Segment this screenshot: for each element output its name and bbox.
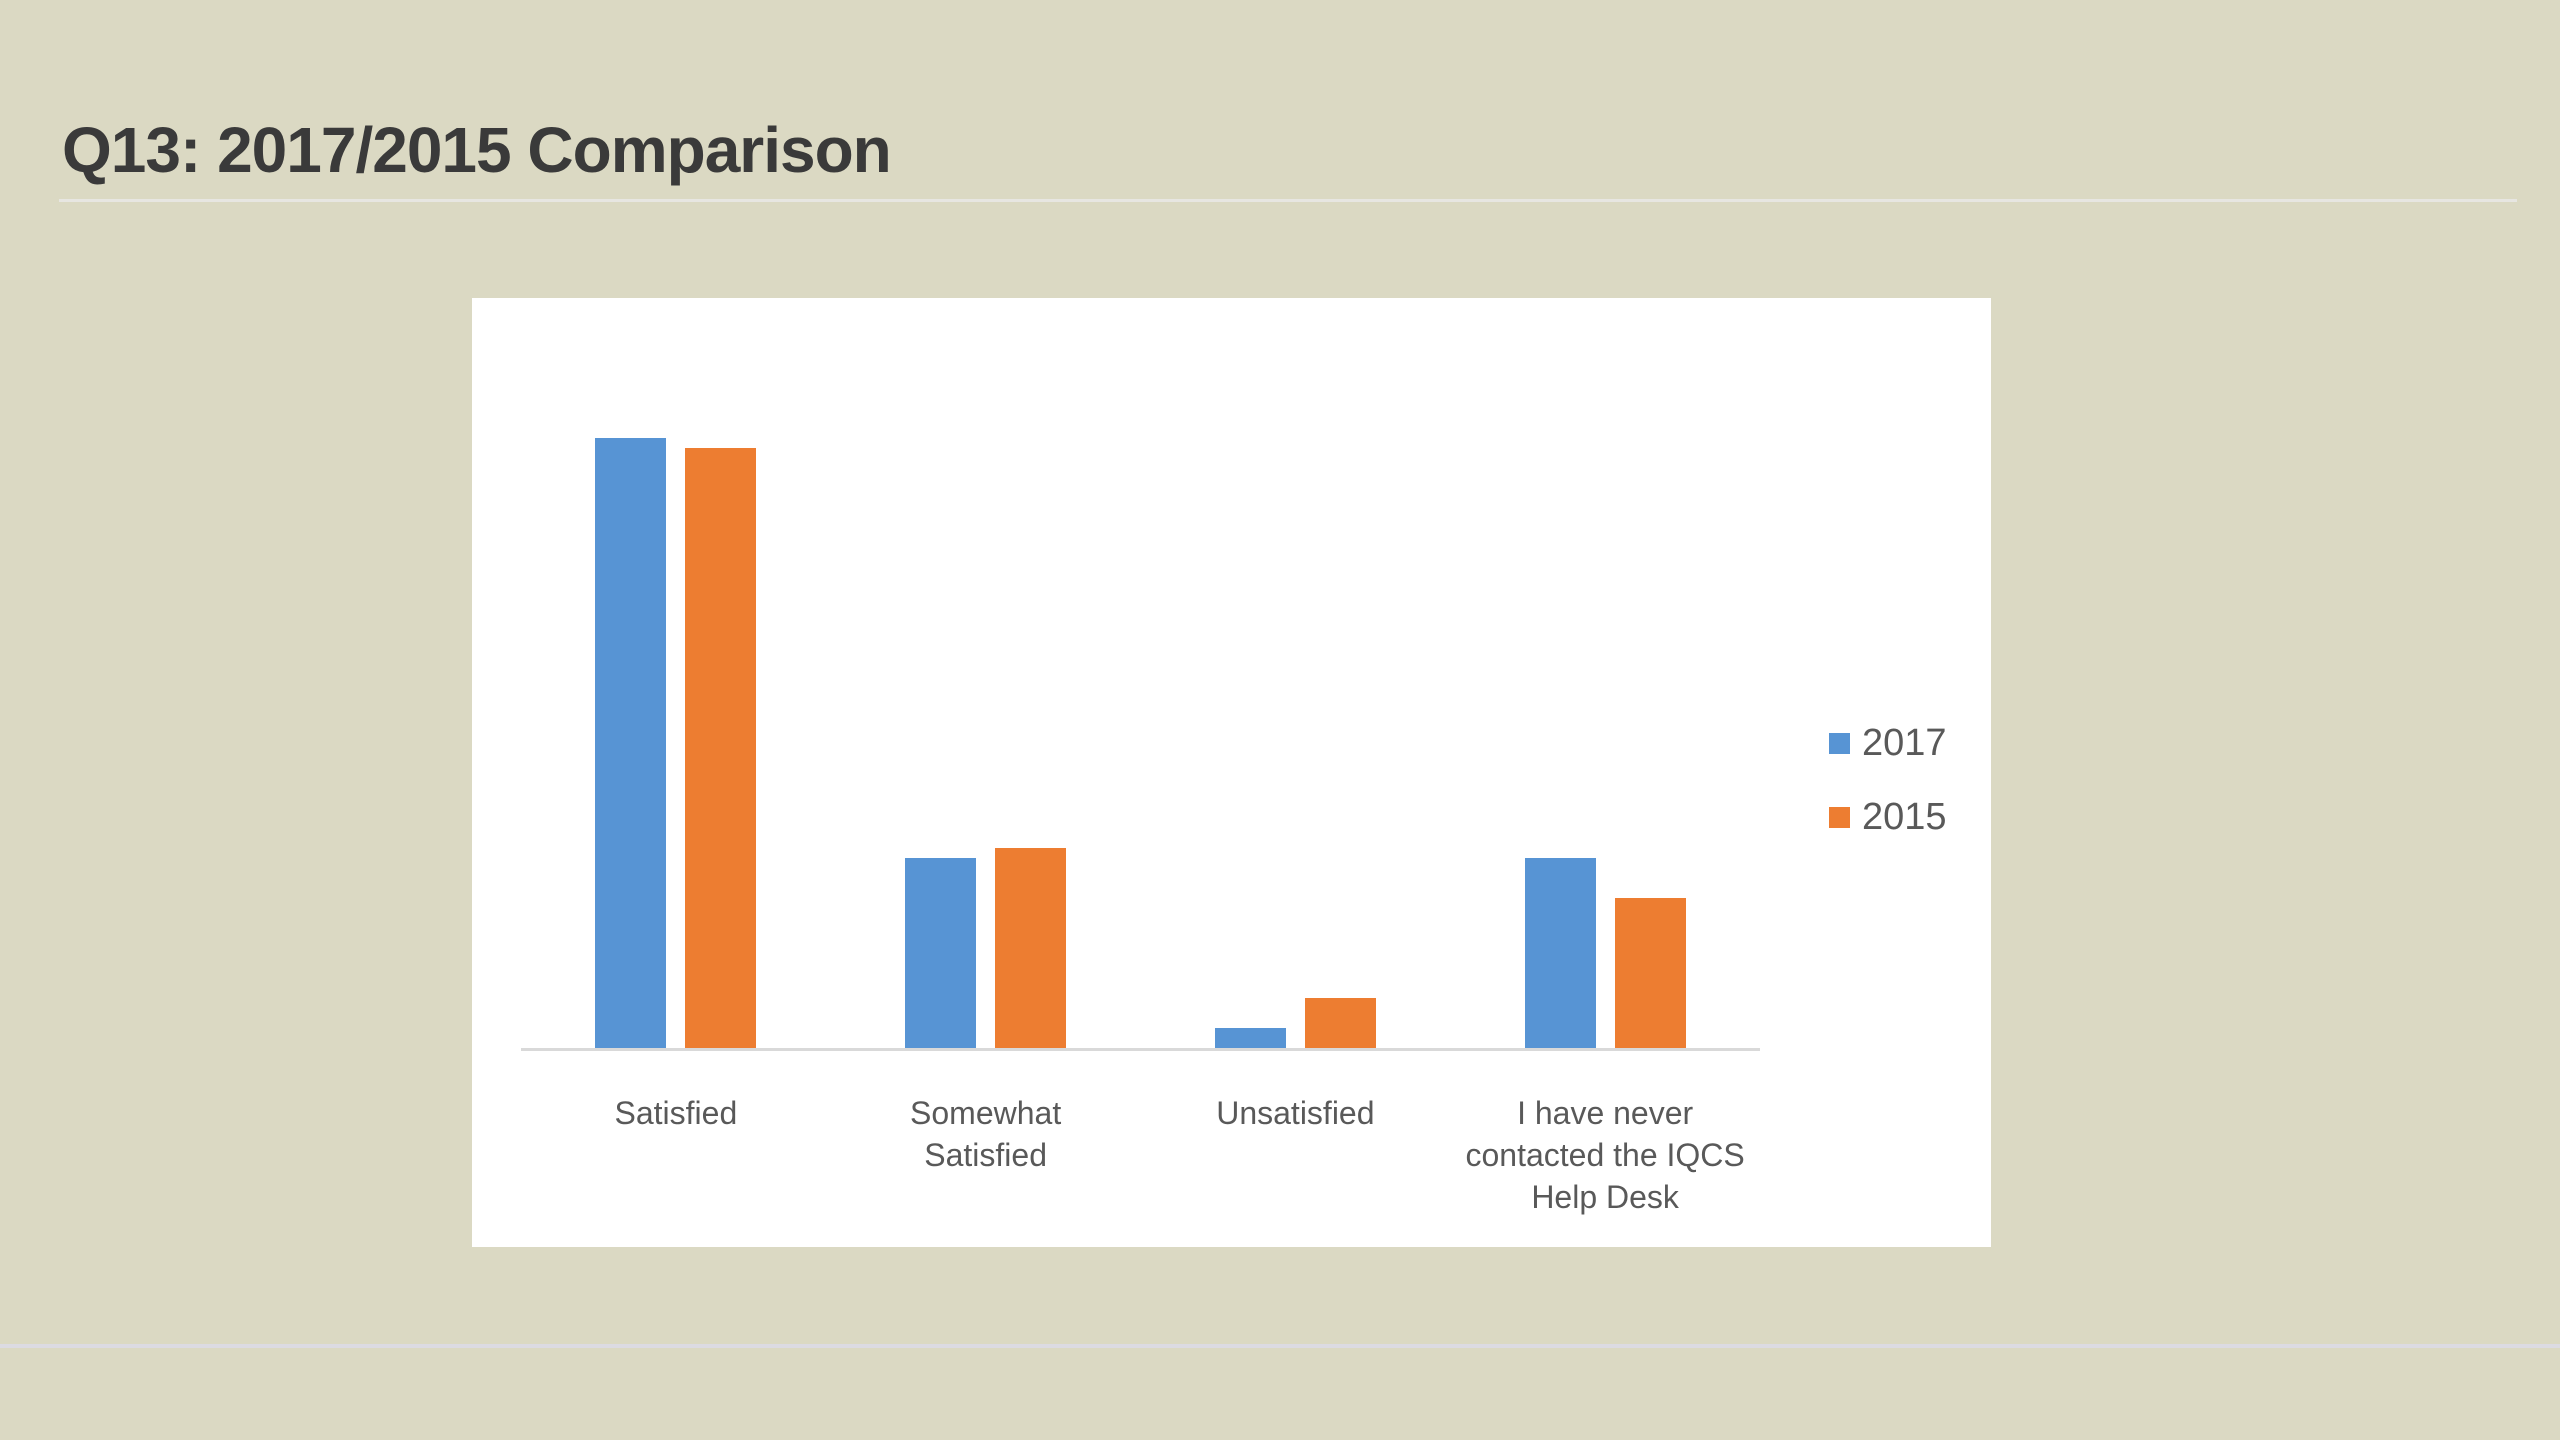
bar-2015-somewhat-satisfied bbox=[995, 848, 1067, 1048]
bar-group-somewhat-satisfied bbox=[831, 298, 1141, 1048]
bar-2015-unsatisfied bbox=[1304, 998, 1376, 1048]
bar-2015-satisfied bbox=[685, 448, 757, 1048]
x-axis-line bbox=[521, 1048, 1760, 1051]
bar-group-i-have-never-contacted-the-iqcs-help-des bbox=[1450, 298, 1760, 1048]
bar-group-satisfied bbox=[521, 298, 831, 1048]
bar-2017-somewhat-satisfied bbox=[905, 858, 977, 1048]
x-axis-label-somewhat-satisfied: Somewhat Satisfied bbox=[910, 1095, 1062, 1173]
bar-2017-satisfied bbox=[595, 438, 667, 1048]
legend-label-2015: 2015 bbox=[1862, 796, 1947, 838]
plot-area bbox=[472, 298, 1991, 1048]
legend-swatch-2015 bbox=[1829, 806, 1850, 828]
legend-item-2017: 2017 bbox=[1829, 721, 1947, 765]
bar-2017-unsatisfied bbox=[1214, 1028, 1286, 1048]
bar-2015-i-have-never-contacted-the-iqcs-help-des bbox=[1614, 898, 1686, 1048]
title-divider bbox=[59, 199, 2517, 202]
bar-2017-i-have-never-contacted-the-iqcs-help-des bbox=[1524, 858, 1596, 1048]
x-axis-label-i-have-never-contacted-the-iqcs-help-des: I have never contacted the IQCS Help Des… bbox=[1465, 1095, 1745, 1215]
bar-group-unsatisfied bbox=[1141, 298, 1451, 1048]
bottom-divider bbox=[0, 1344, 2560, 1348]
legend-label-2017: 2017 bbox=[1862, 722, 1947, 764]
chart-legend: 2017 2015 bbox=[1829, 721, 1947, 839]
legend-swatch-2017 bbox=[1829, 732, 1850, 754]
x-axis-label-satisfied: Satisfied bbox=[614, 1095, 738, 1131]
x-axis-label-unsatisfied: Unsatisfied bbox=[1216, 1095, 1375, 1131]
legend-item-2015: 2015 bbox=[1829, 795, 1947, 839]
chart-panel: Satisfied Somewhat Satisfied Unsatisfied I … bbox=[472, 298, 1991, 1247]
page-title: Q13: 2017/2015 Comparison bbox=[62, 114, 892, 186]
